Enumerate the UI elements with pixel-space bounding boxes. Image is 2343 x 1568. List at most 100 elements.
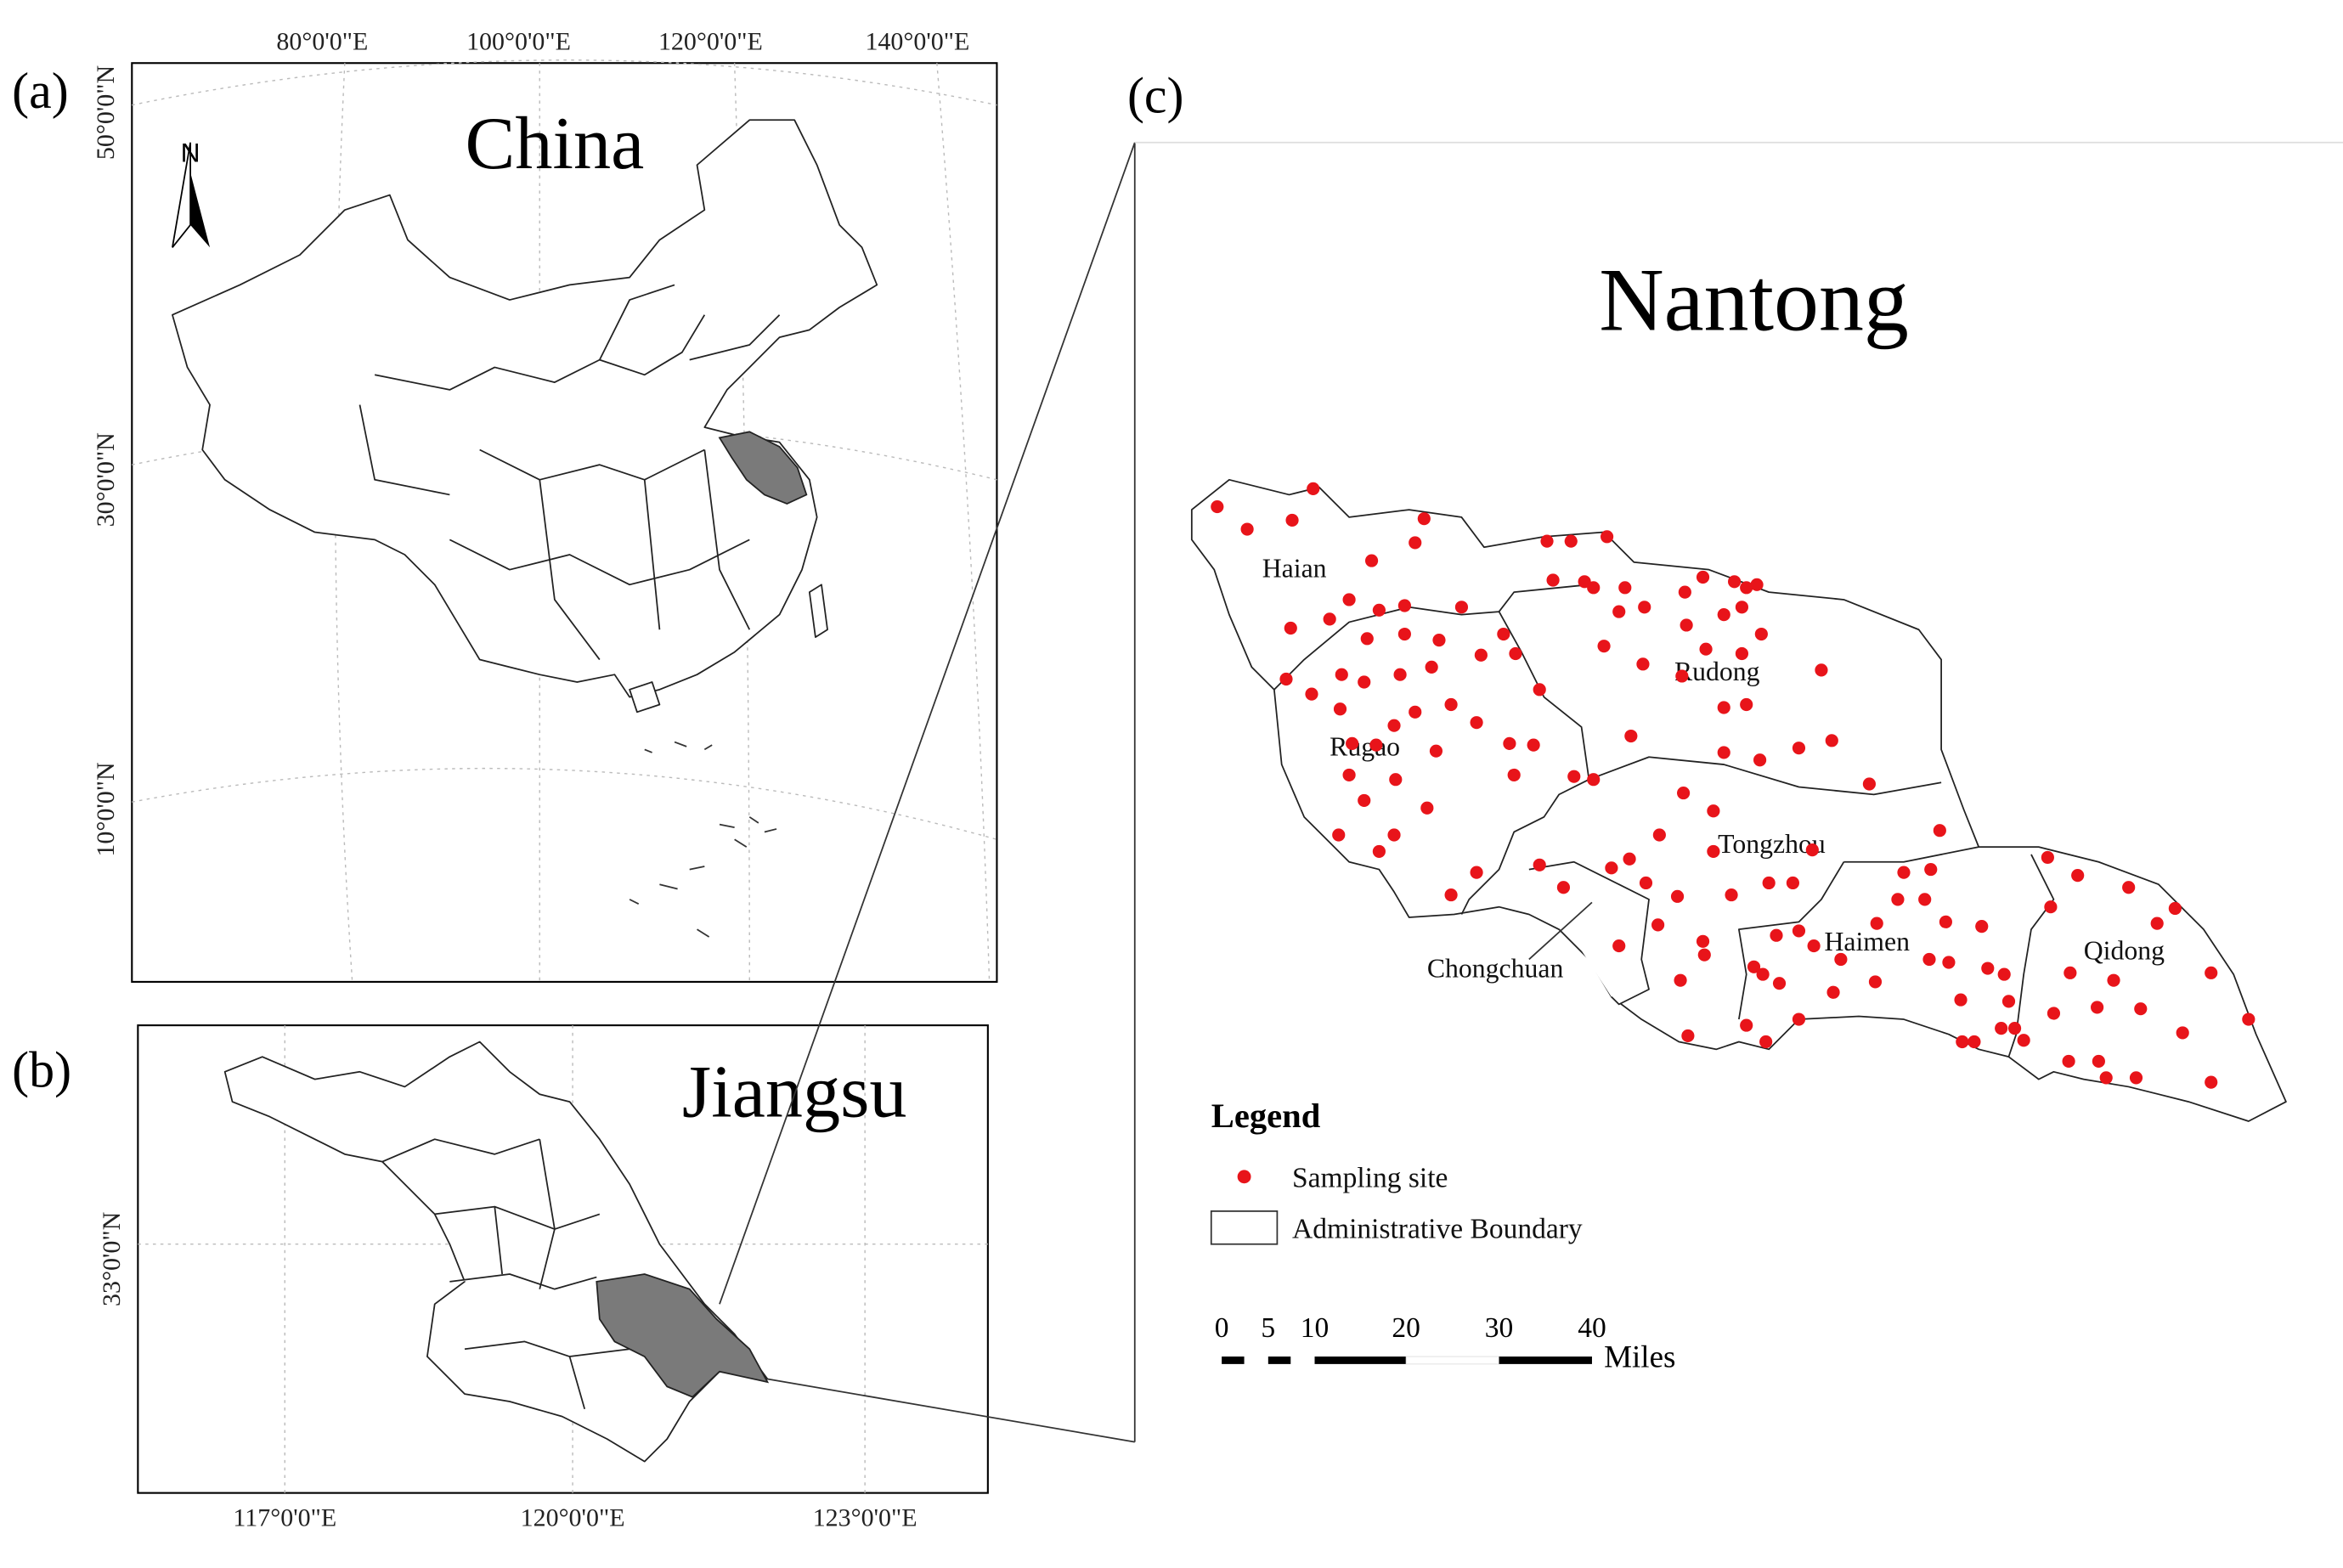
coord-label: 50°0'0"N (92, 65, 120, 160)
sampling-site (1623, 852, 1636, 866)
sampling-site (1805, 843, 1819, 857)
sampling-site (1753, 753, 1767, 767)
sampling-site (1409, 536, 1422, 550)
islands (629, 584, 828, 713)
panel-b: (b) Jiangsu 33°0'0"N 117°0'0"E 120°0'0"E… (12, 1024, 989, 1531)
sampling-site (1995, 1022, 2008, 1035)
sampling-site (1432, 634, 1446, 647)
sampling-site (1279, 672, 1293, 686)
scale-segment (1499, 1356, 1592, 1364)
sampling-site (1211, 499, 1224, 514)
jiangsu-highlight (718, 431, 808, 505)
sampling-site (2062, 1054, 2075, 1069)
coord-label: 123°0'0"E (813, 1503, 917, 1531)
coord-label: 30°0'0"N (92, 432, 120, 527)
sampling-site (1444, 888, 1458, 902)
sampling-site (1933, 824, 1946, 838)
sampling-site (1587, 581, 1601, 595)
nantong-highlight (596, 1273, 770, 1398)
coord-label: 140°0'0"E (865, 27, 969, 55)
sampling-site (1707, 804, 1720, 818)
sampling-site (1389, 773, 1403, 787)
sampling-site (1285, 513, 1299, 527)
sampling-site (1834, 952, 1848, 967)
sampling-site (1942, 956, 1956, 969)
sampling-site (1675, 669, 1689, 683)
panel-c: (c) Nantong Haian Rudong Rugao Tongzhou … (1127, 67, 2287, 1374)
sampling-site (2168, 901, 2182, 916)
sampling-site (2044, 900, 2058, 914)
sampling-site (1954, 993, 1968, 1007)
sampling-site (1335, 668, 1348, 681)
legend-label: Sampling site (1292, 1163, 1448, 1194)
sampling-site (1862, 777, 1876, 791)
sampling-site (1696, 934, 1710, 948)
sampling-site (2091, 1001, 2104, 1014)
sampling-site (1740, 581, 1753, 595)
sampling-site (1707, 844, 1720, 858)
sampling-site (1497, 627, 1510, 641)
scale-label: 10 (1301, 1312, 1330, 1344)
sampling-site (1387, 828, 1401, 842)
sampling-site (1759, 1035, 1773, 1049)
legend-title: Legend (1211, 1097, 1321, 1135)
sampling-site (1639, 876, 1653, 890)
prefecture-lines (381, 1138, 630, 1410)
sampling-site (1612, 939, 1626, 953)
sampling-site (1397, 627, 1411, 641)
sampling-site (1393, 668, 1407, 681)
sampling-site (1756, 967, 1770, 981)
sampling-site (1681, 1029, 1695, 1043)
legend-marker (1237, 1170, 1251, 1184)
sampling-site (1696, 570, 1710, 584)
sampling-site (1717, 701, 1730, 714)
panel-label: (b) (12, 1041, 71, 1097)
sampling-site (1997, 967, 2011, 981)
scale-segment (1222, 1356, 1245, 1364)
sampling-site (1540, 534, 1554, 548)
sampling-site (1772, 977, 1787, 990)
sampling-site (1601, 530, 1614, 544)
sampling-site (2134, 1002, 2148, 1016)
scale-label: 40 (1578, 1312, 1606, 1344)
sampling-site (2099, 1071, 2113, 1085)
sampling-site (1509, 646, 1522, 661)
legend-marker (1210, 1210, 1279, 1245)
sampling-site (1533, 858, 1546, 871)
scale-bar (1222, 1356, 1592, 1365)
sampling-site (1429, 744, 1443, 758)
sampling-site (2007, 1022, 2022, 1035)
scale-segment (1267, 1356, 1291, 1364)
sampling-site (1597, 640, 1611, 653)
sampling-site (1754, 627, 1768, 641)
map-title: Nantong (1599, 250, 1909, 349)
sampling-site (1618, 581, 1632, 595)
scale-unit: Miles (1604, 1340, 1675, 1374)
sampling-site (1305, 687, 1318, 701)
map-title: Jiangsu (682, 1051, 907, 1134)
sampling-site (1717, 608, 1730, 622)
sampling-site (1677, 786, 1691, 800)
scale-label: 0 (1215, 1312, 1229, 1344)
connector (719, 142, 1136, 1443)
sampling-site (1444, 697, 1458, 712)
sampling-site (2242, 1012, 2255, 1026)
sampling-site (1868, 975, 1883, 989)
sampling-site (1605, 861, 1618, 875)
sampling-site (1870, 917, 1883, 930)
sampling-site (1651, 918, 1665, 932)
panel-label: (a) (12, 63, 69, 119)
sampling-site (1307, 482, 1320, 495)
sampling-site (1786, 876, 1799, 890)
sampling-site (1470, 716, 1483, 730)
frame (137, 1024, 989, 1494)
sampling-site (1747, 960, 1761, 973)
sampling-site (1717, 746, 1730, 759)
sampling-site (1369, 738, 1383, 752)
district-label: Rudong (1674, 657, 1760, 686)
sampling-site (1762, 876, 1776, 890)
district-lines (1273, 584, 2055, 1058)
sampling-site (1792, 742, 1806, 755)
sampling-site (1815, 663, 1828, 677)
sampling-site (1284, 621, 1297, 635)
